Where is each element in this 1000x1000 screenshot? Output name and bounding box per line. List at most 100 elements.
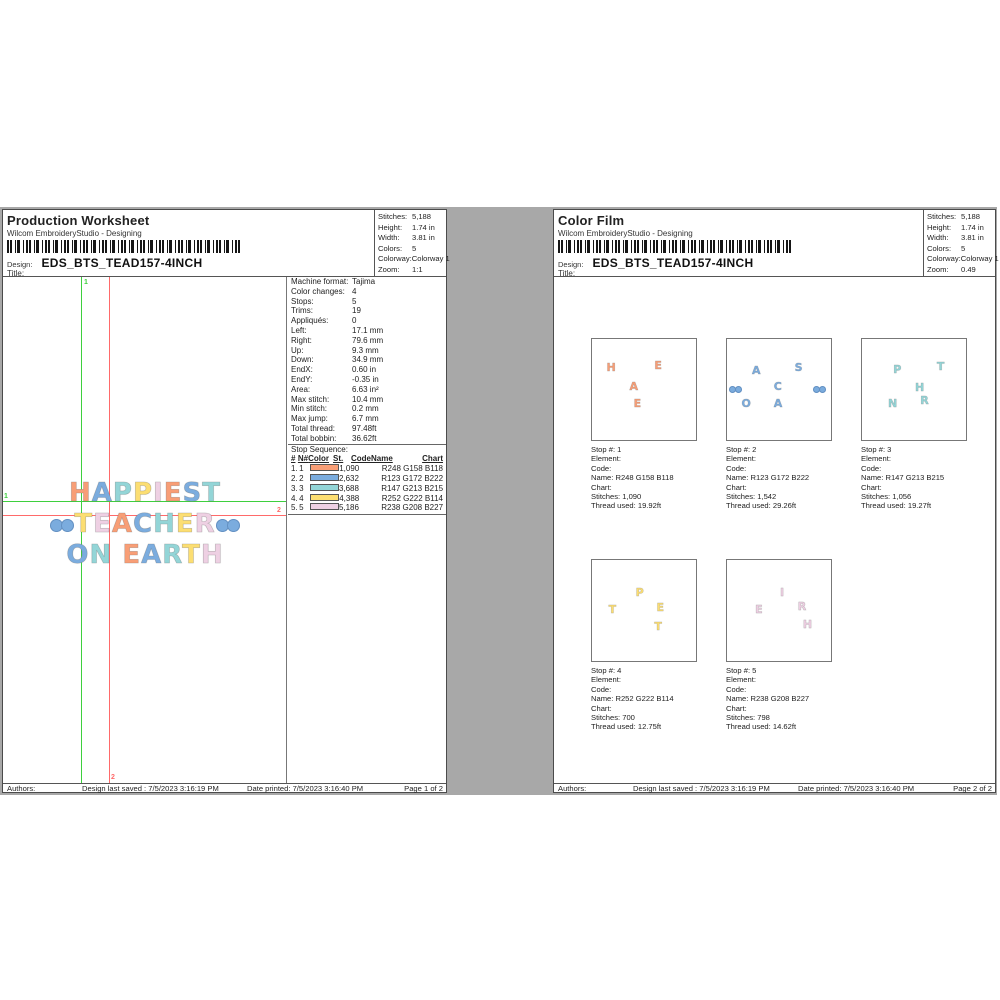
machine-info-row: Left: 17.1 mm (288, 326, 446, 336)
row-stitches: 1,090 (339, 464, 360, 474)
start-guide-horizontal (3, 501, 286, 502)
machine-info-row: Down: 34.9 mm (288, 355, 446, 365)
stop-info: Stop #: 3 Element: Code: Name: R147 G213 B2… (861, 445, 991, 511)
stitch-letter: H (606, 361, 616, 375)
machine-info-value: 19 (352, 306, 361, 316)
authors-label: Authors: (7, 784, 36, 793)
stop-info-line: Thread used: 29.26ft (726, 501, 797, 511)
stitch-letter: N (888, 396, 898, 410)
row-thread-name: R252 G222 B114 (381, 493, 443, 503)
stitch-letter: A (91, 478, 113, 509)
col-color: Color (308, 454, 330, 464)
stitch-letter: H (200, 540, 224, 571)
machine-info-value: 6.63 in² (352, 384, 379, 394)
machine-info-row: Total bobbin: 36.62ft (288, 434, 446, 444)
summary-value: 1:1 (412, 264, 423, 274)
stop-info-line: Code: (591, 463, 612, 473)
stop-sequence-row: 4. 4 4,388 R252 G222 B114 (288, 493, 446, 503)
summary-value: 5 (412, 243, 417, 253)
machine-info-row: Up: 9.3 mm (288, 346, 446, 356)
worksheet-header: Production Worksheet Wilcom EmbroiderySt… (3, 210, 450, 278)
machine-info-label: Min stitch: (291, 404, 328, 414)
col-st: St. (333, 454, 344, 464)
stop-info-line: Thread used: 12.75ft (591, 722, 662, 732)
summary-value: 3.81 in (961, 233, 984, 243)
stop-info-line: Element: (861, 454, 891, 464)
machine-info-value: 10.4 mm (352, 394, 384, 404)
machine-info-value: 5 (352, 296, 357, 306)
stitch-letter: P (112, 478, 133, 509)
stitch-letter: A (629, 380, 638, 394)
stop-info-line: Code: (861, 463, 882, 473)
machine-info-label: Max jump: (291, 414, 328, 424)
summary-value: 3.81 in (412, 233, 435, 243)
stitch-letter: A (773, 396, 783, 410)
stitch-letter: P (635, 586, 644, 600)
page-title: Color Film (558, 213, 625, 228)
stop-info-line: Thread used: 19.27ft (861, 501, 932, 511)
stitch-letter: S (794, 361, 803, 375)
machine-info-value: 0.2 mm (352, 404, 379, 414)
stop-info: Stop #: 2 Element: Code: Name: R123 G172 B2… (726, 445, 856, 511)
stop-info-line: Stitches: 1,056 (861, 492, 912, 502)
thread-color-swatch (309, 483, 339, 491)
machine-info-list: Machine format: Tajima Color changes: 4 … (288, 277, 446, 444)
stitch-letter: E (175, 509, 195, 540)
stop-info-line: Stitches: 700 (591, 713, 635, 723)
stitch-letter: O (741, 396, 751, 410)
machine-info-row: Trims: 19 (288, 306, 446, 316)
stitch-letter: H (915, 381, 925, 395)
stop-info: Stop #: 4 Element: Code: Name: R252 G222 B1… (591, 666, 721, 732)
machine-info-row: Total thread: 97.48ft (288, 424, 446, 434)
col-name: Name (370, 454, 393, 464)
title-label: Title: (558, 269, 576, 278)
page-title: Production Worksheet (7, 213, 150, 228)
page-number: Page 2 of 2 (953, 784, 992, 793)
thread-color-swatch (309, 503, 339, 511)
machine-info-row: EndX: 0.60 in (288, 365, 446, 375)
end-marker-bottom: 2 (111, 774, 115, 781)
start-guide-vertical (81, 277, 82, 783)
stitch-letter: R (797, 600, 807, 614)
machine-info-label: Up: (291, 345, 304, 355)
col-code: Code (350, 454, 371, 464)
stitch-letter: T (608, 603, 617, 617)
design-summary-box: Stitches: 5,188 Height: 1.74 in Width: 3… (923, 210, 999, 277)
stop-info-line: Thread used: 19.92ft (591, 501, 662, 511)
machine-info-value: 34.9 mm (352, 355, 384, 365)
machine-info-row: Stops: 5 (288, 297, 446, 307)
row-thread-name: R248 G158 B118 (381, 464, 443, 474)
stop-info-line: Name: R147 G213 B215 (861, 473, 945, 483)
last-saved-text: Design last saved : 7/5/2023 3:16:19 PM (82, 784, 219, 793)
bow-decoration-icon (729, 386, 743, 394)
stop-info-line: Stop #: 5 (726, 666, 757, 675)
barcode-icon (558, 240, 791, 253)
stitch-letter: H (69, 478, 92, 509)
summary-row: Stitches: 5,188 (927, 212, 995, 223)
stitch-letter: P (132, 478, 154, 509)
stitch-letter: T (654, 619, 662, 633)
row-color-cell (309, 493, 339, 503)
end-guide-vertical (109, 277, 110, 783)
stitch-letter: E (93, 509, 112, 540)
color-film-footer: Authors: Design last saved : 7/5/2023 3:… (554, 783, 995, 793)
row-needle: 5 (299, 503, 304, 513)
machine-info-label: Left: (291, 325, 307, 335)
machine-info-row: Machine format: Tajima (288, 277, 446, 287)
design-row: Design: EDS_BTS_TEAD157-4INCH (7, 256, 202, 270)
machine-info-value: 0.60 in (352, 365, 377, 375)
bow-decoration-icon (813, 386, 827, 394)
summary-row: Height: 1.74 in (927, 223, 995, 234)
summary-row: Stitches: 5,188 (378, 212, 446, 223)
thread-color-swatch (309, 474, 339, 482)
machine-info-value: Tajima (352, 277, 376, 286)
machine-info-row: Color changes: 4 (288, 287, 446, 297)
stop-info-line: Chart: (591, 482, 612, 492)
machine-info-row: Appliqués: 0 (288, 316, 446, 326)
machine-info-value: 17.1 mm (352, 325, 384, 335)
